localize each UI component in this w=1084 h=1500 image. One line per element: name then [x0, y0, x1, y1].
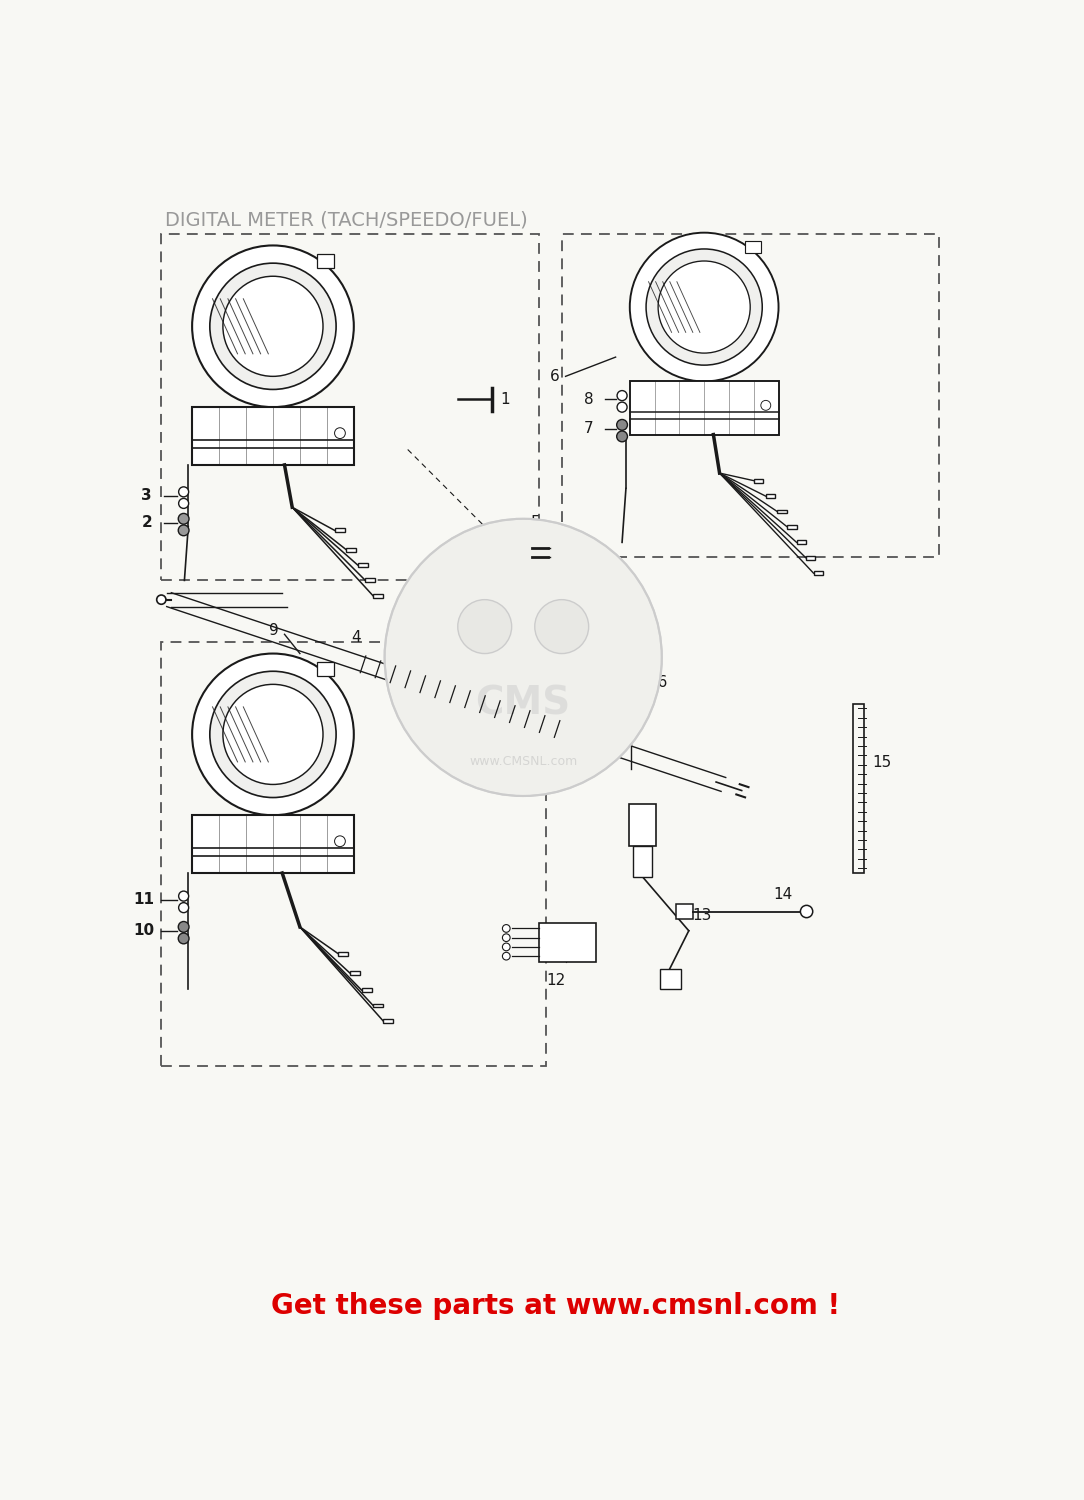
Bar — [361, 988, 372, 992]
Text: 5: 5 — [531, 514, 541, 529]
Circle shape — [178, 525, 189, 536]
Bar — [539, 922, 596, 962]
Circle shape — [617, 402, 627, 412]
Text: 15: 15 — [873, 756, 892, 771]
Circle shape — [223, 684, 323, 784]
Circle shape — [157, 596, 166, 604]
Text: DIGITAL METER (TACH/SPEEDO/FUEL): DIGITAL METER (TACH/SPEEDO/FUEL) — [165, 211, 528, 230]
Bar — [797, 540, 805, 544]
Bar — [630, 381, 778, 435]
Text: 4: 4 — [351, 630, 361, 645]
Bar — [853, 704, 864, 873]
Text: 3: 3 — [141, 488, 152, 502]
Bar — [162, 234, 539, 580]
Bar — [383, 1019, 393, 1023]
Bar — [318, 663, 334, 676]
Circle shape — [192, 246, 353, 406]
Text: 16: 16 — [648, 675, 668, 690]
Bar — [338, 952, 348, 956]
Bar — [627, 682, 635, 723]
Bar — [562, 234, 939, 558]
Circle shape — [385, 519, 662, 796]
Circle shape — [617, 420, 628, 430]
Circle shape — [658, 261, 750, 352]
Circle shape — [620, 672, 642, 693]
Bar — [350, 970, 360, 975]
Bar — [633, 846, 651, 877]
Circle shape — [192, 654, 353, 816]
Circle shape — [630, 232, 778, 381]
Circle shape — [179, 498, 189, 508]
Bar — [805, 556, 815, 560]
Text: CMS: CMS — [476, 684, 571, 723]
Circle shape — [210, 672, 336, 798]
Bar — [754, 478, 763, 483]
Text: 9: 9 — [269, 622, 279, 638]
Circle shape — [179, 488, 189, 496]
Circle shape — [223, 276, 323, 376]
Text: 8: 8 — [583, 392, 593, 406]
Circle shape — [617, 430, 628, 442]
Text: www.CMSNL.com: www.CMSNL.com — [469, 754, 578, 768]
Bar — [335, 528, 345, 532]
Bar — [500, 542, 532, 566]
Bar — [675, 904, 693, 920]
Circle shape — [800, 906, 813, 918]
Circle shape — [179, 891, 189, 902]
Circle shape — [210, 262, 336, 390]
Bar — [659, 969, 681, 988]
Bar — [373, 1004, 383, 1008]
Bar — [813, 572, 823, 574]
Circle shape — [457, 600, 512, 654]
Circle shape — [178, 921, 189, 933]
Bar — [765, 494, 775, 498]
Text: 10: 10 — [133, 922, 155, 939]
Circle shape — [179, 903, 189, 912]
Bar — [745, 240, 761, 254]
Circle shape — [617, 390, 627, 400]
Text: 7: 7 — [583, 422, 593, 436]
Bar — [373, 594, 383, 597]
Bar — [318, 254, 334, 268]
Text: 6: 6 — [551, 369, 560, 384]
Text: Get these parts at www.cmsnl.com !: Get these parts at www.cmsnl.com ! — [271, 1292, 840, 1320]
Bar — [777, 510, 787, 513]
Text: 2: 2 — [141, 514, 152, 529]
Text: 14: 14 — [774, 886, 792, 902]
Text: 1: 1 — [500, 392, 509, 406]
Bar — [629, 804, 657, 846]
Circle shape — [178, 513, 189, 523]
Circle shape — [502, 944, 511, 951]
Circle shape — [502, 924, 511, 933]
Bar — [162, 642, 546, 1065]
Circle shape — [178, 933, 189, 944]
Bar — [358, 562, 367, 567]
Bar — [787, 525, 797, 530]
Text: 11: 11 — [133, 892, 155, 908]
Bar — [192, 816, 353, 873]
Bar — [192, 406, 353, 465]
Bar — [346, 548, 357, 552]
Text: 12: 12 — [546, 974, 566, 988]
Circle shape — [502, 952, 511, 960]
Bar — [365, 579, 375, 582]
Text: 13: 13 — [693, 908, 712, 922]
Circle shape — [502, 934, 511, 942]
Circle shape — [534, 600, 589, 654]
Circle shape — [646, 249, 762, 364]
